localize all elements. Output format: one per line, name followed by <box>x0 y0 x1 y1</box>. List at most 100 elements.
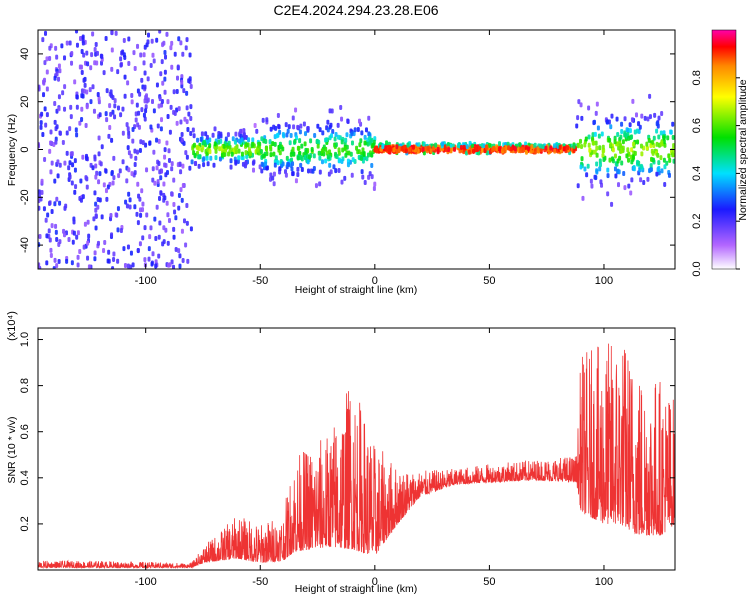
spectrogram-cell <box>584 136 588 142</box>
spectrogram-cell <box>648 114 652 120</box>
spectrogram-cell <box>337 168 341 174</box>
spectrogram-cell <box>350 131 354 137</box>
spectrogram-cell <box>73 158 77 164</box>
spectrogram-cell <box>336 134 340 140</box>
spectrogram-cell <box>138 147 142 153</box>
spectrogram-cell <box>111 266 115 269</box>
spectrogram-cell <box>135 211 139 217</box>
spectrogram-cell <box>93 156 97 162</box>
spectrogram-cell <box>553 143 557 149</box>
spectrogram-cell <box>209 155 213 161</box>
spectrogram-cell <box>96 204 100 210</box>
spectrogram-cell <box>85 50 89 56</box>
spectrogram-cell <box>627 135 631 141</box>
spectrogram-cell <box>344 152 348 158</box>
spectrogram-cell <box>580 156 584 162</box>
spectrogram-cell <box>54 139 58 145</box>
spectrogram-cell <box>539 143 543 149</box>
spectrogram-cell <box>146 97 150 103</box>
x-tick-label: 50 <box>483 576 495 588</box>
spectrogram-cell <box>234 159 238 165</box>
spectrogram-cell <box>576 183 580 189</box>
spectrogram-cell <box>265 146 269 152</box>
spectrogram-cell <box>306 159 310 165</box>
spectrogram-cell <box>49 129 53 135</box>
spectrogram-cell <box>94 225 98 231</box>
spectrogram-cell <box>265 117 269 123</box>
spectrogram-cell <box>144 104 148 110</box>
x-tick-label: -100 <box>135 576 157 588</box>
spectrogram-cell <box>92 216 96 222</box>
spectrogram-cell <box>97 179 101 185</box>
spectrogram-cell <box>202 156 206 162</box>
spectrogram-cell <box>276 160 280 166</box>
spectrogram-cell <box>139 212 143 218</box>
spectrogram-cell <box>121 159 125 165</box>
spectrogram-cell <box>45 260 49 266</box>
spectrogram-cell <box>179 119 183 125</box>
spectrogram-cell <box>465 144 469 150</box>
spectrogram-cell <box>172 264 176 269</box>
spectrogram-cell <box>507 145 511 151</box>
spectrogram-cell <box>115 212 119 218</box>
spectrogram-cell <box>68 174 72 180</box>
spectrogram-cell <box>583 142 587 148</box>
spectrogram-cell <box>157 161 161 167</box>
spectrogram-cell <box>340 139 344 145</box>
spectrogram-cell <box>86 61 90 67</box>
spectrogram-cell <box>163 154 167 160</box>
spectrogram-cell <box>633 129 637 135</box>
spectrogram-cell <box>662 135 666 141</box>
spectrogram-cell <box>646 176 650 182</box>
spectrogram-cell <box>136 220 140 226</box>
spectrogram-cell <box>143 84 147 90</box>
spectrogram-cell <box>152 149 156 155</box>
spectrogram-cell <box>244 150 248 156</box>
spectrogram-cell <box>68 160 72 166</box>
spectrogram-cell <box>278 166 282 172</box>
spectrogram-cell <box>94 174 98 180</box>
spectrogram-cell <box>598 145 602 151</box>
spectrogram-cell <box>107 133 111 139</box>
spectrogram-cell <box>143 116 147 122</box>
spectrogram-cell <box>313 133 317 139</box>
spectrogram-cell <box>121 49 125 55</box>
spectrogram-cell <box>261 153 265 159</box>
spectrogram-cell <box>156 179 160 185</box>
spectrogram-cell <box>367 174 371 180</box>
spectrogram-cell <box>165 140 169 146</box>
spectrogram-cell <box>78 64 82 70</box>
spectrogram-cell <box>355 145 359 151</box>
spectrogram-cell <box>632 141 636 147</box>
spectrogram-cell <box>668 157 672 163</box>
spectrogram-cell <box>186 126 190 132</box>
spectrogram-cell <box>519 148 523 154</box>
spectrogram-cell <box>102 182 106 188</box>
spectrogram-cell <box>350 140 354 146</box>
spectrogram-cell <box>579 164 583 170</box>
spectrogram-cell <box>480 147 484 153</box>
spectrogram-cell <box>82 77 86 83</box>
spectrogram-cell <box>168 129 172 135</box>
spectrogram-cell <box>334 168 338 174</box>
spectrogram-cell <box>636 139 640 145</box>
spectrogram-cell <box>58 239 62 245</box>
spectrogram-cell <box>161 80 165 86</box>
spectrogram-cell <box>38 84 41 90</box>
spectrogram-cell <box>49 169 53 175</box>
spectrogram-cell <box>94 213 98 219</box>
spectrogram-cell <box>75 132 79 138</box>
spectrogram-cell <box>343 175 347 181</box>
spectrogram-cell <box>70 151 74 157</box>
spectrogram-cell <box>83 221 87 227</box>
y-tick-label: -40 <box>19 237 31 253</box>
spectrogram-cell <box>610 113 614 119</box>
spectrogram-cell <box>136 181 140 187</box>
colorbar-tick-label: 0.6 <box>691 118 703 133</box>
spectrogram-cell <box>606 173 610 179</box>
spectrogram-cell <box>444 147 448 153</box>
spectrogram-cell <box>48 200 52 206</box>
spectrogram-cell <box>208 149 212 155</box>
spectrogram-cell <box>320 148 324 154</box>
spectrogram-cell <box>351 157 355 163</box>
